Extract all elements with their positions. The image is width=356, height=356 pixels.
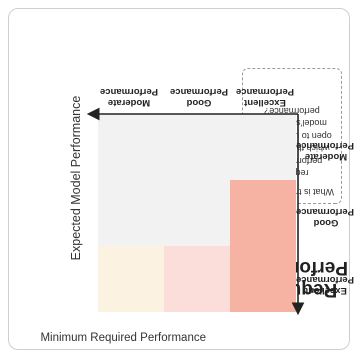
- column-label-excellent: Excellent Performance: [235, 86, 295, 108]
- row-label-moderate: Moderate Performance: [295, 140, 354, 162]
- row-label-excellent: Excellent Performance: [295, 274, 354, 296]
- y-axis-title: Expected Model Performance: [69, 95, 83, 261]
- column-label-good: Good Performance: [169, 86, 229, 108]
- row-label-good: Good Performance: [295, 206, 354, 228]
- column-label-moderate: Moderate Performance: [99, 86, 159, 108]
